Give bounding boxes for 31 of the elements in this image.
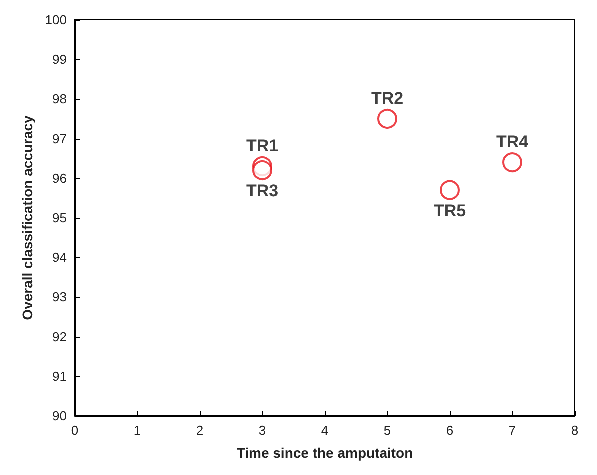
x-tick-label: 7 xyxy=(508,423,516,438)
x-axis-title: Time since the amputaiton xyxy=(236,445,414,461)
x-tick-label: 0 xyxy=(71,423,79,438)
y-tick-label: 99 xyxy=(52,52,67,68)
y-tick-label: 100 xyxy=(45,12,67,28)
x-tick-label: 3 xyxy=(258,423,266,438)
annotation: TR1 xyxy=(246,136,279,156)
annotation: TR4 xyxy=(496,132,530,152)
y-tick-label: 90 xyxy=(52,408,67,424)
x-tick-label: 4 xyxy=(321,423,329,438)
y-tick-label: 97 xyxy=(52,131,67,146)
x-tick-label: 1 xyxy=(134,423,142,438)
y-tick-label: 96 xyxy=(52,170,67,186)
x-tick-label: 8 xyxy=(571,423,579,438)
point xyxy=(252,160,272,180)
y-tick-label: 94 xyxy=(52,250,67,266)
point xyxy=(440,180,460,200)
point xyxy=(502,152,522,173)
y-tick-label: 95 xyxy=(52,210,67,226)
y-tick-label: 92 xyxy=(52,329,67,344)
y-tick-label: 93 xyxy=(52,290,67,305)
x-tick-label: 2 xyxy=(196,423,204,438)
annotation: TR2 xyxy=(371,89,404,108)
point xyxy=(378,109,398,129)
y-axis-title: Overall classification accuracy xyxy=(19,115,36,320)
annotation: TR3 xyxy=(246,181,279,200)
x-tick-label: 5 xyxy=(384,423,392,438)
annotation: TR5 xyxy=(434,201,466,220)
y-tick-label: 98 xyxy=(52,92,67,107)
x-tick-label: 6 xyxy=(446,423,454,438)
y-tick-label: 91 xyxy=(52,368,67,384)
